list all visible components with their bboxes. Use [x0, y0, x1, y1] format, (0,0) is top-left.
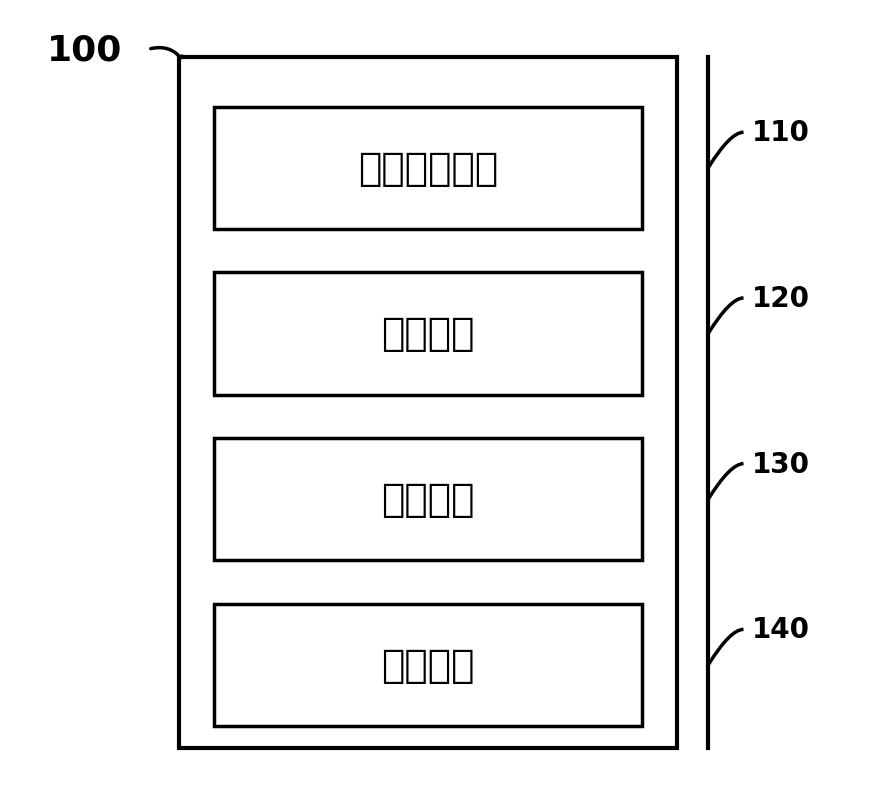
Text: 140: 140 — [753, 616, 810, 643]
Bar — [214, 604, 642, 726]
Text: 120: 120 — [753, 285, 810, 313]
Bar — [214, 439, 642, 561]
Bar — [214, 107, 642, 229]
Text: 节点模块: 节点模块 — [382, 480, 475, 518]
Text: 验证模块: 验证模块 — [382, 646, 475, 684]
Text: 传输模块: 传输模块 — [382, 315, 475, 353]
Text: 110: 110 — [753, 119, 810, 147]
Bar — [179, 59, 677, 747]
Text: 130: 130 — [753, 450, 810, 478]
Bar — [214, 273, 642, 395]
Text: 事件处理模块: 事件处理模块 — [358, 149, 498, 188]
Text: 100: 100 — [47, 34, 122, 67]
